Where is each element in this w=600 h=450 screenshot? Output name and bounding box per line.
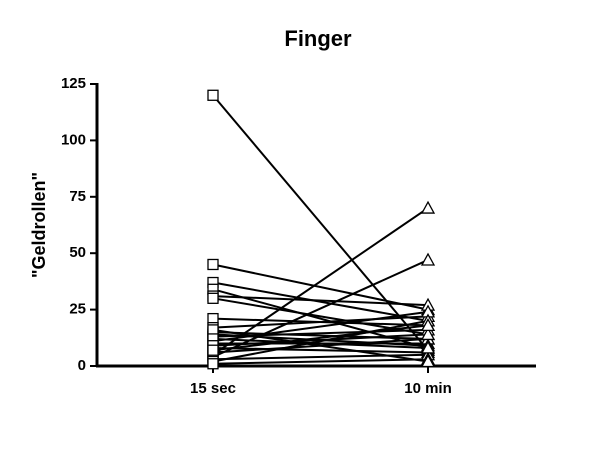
subject-line xyxy=(212,207,429,356)
triangle-marker xyxy=(420,327,436,341)
y-tick-label: 125 xyxy=(61,75,86,92)
square-marker xyxy=(207,358,219,370)
y-tick-label: 75 xyxy=(69,188,86,205)
subject-line xyxy=(212,328,429,363)
y-tick-label: 0 xyxy=(78,357,86,374)
y-tick-label: 50 xyxy=(69,244,86,261)
square-marker xyxy=(207,258,219,271)
subject-line xyxy=(212,263,429,311)
x-tick-label: 10 min xyxy=(404,380,452,397)
x-tick-label: 15 sec xyxy=(190,380,236,397)
triangle-marker xyxy=(420,252,436,266)
subject-line xyxy=(212,94,429,351)
subject-line xyxy=(212,259,429,358)
square-marker xyxy=(207,89,219,101)
subject-line xyxy=(212,346,429,354)
subject-line xyxy=(212,333,429,347)
subject-line xyxy=(212,358,429,365)
subject-line xyxy=(212,331,429,340)
subject-line xyxy=(212,324,429,352)
triangle-marker xyxy=(420,318,436,332)
square-marker xyxy=(207,344,219,356)
subject-line xyxy=(212,295,429,307)
y-tick-label: 25 xyxy=(69,301,86,318)
y-tick-label: 100 xyxy=(61,131,86,148)
subject-line xyxy=(212,315,429,329)
y-axis-label: "Geldrollen" xyxy=(29,172,49,278)
subject-line xyxy=(212,319,429,363)
triangle-marker xyxy=(420,340,436,354)
triangle-marker xyxy=(420,200,436,214)
subject-line xyxy=(212,337,429,349)
square-marker xyxy=(207,292,219,304)
chart-title: Finger xyxy=(284,26,352,51)
triangle-marker xyxy=(420,354,436,368)
subject-line xyxy=(212,281,429,322)
